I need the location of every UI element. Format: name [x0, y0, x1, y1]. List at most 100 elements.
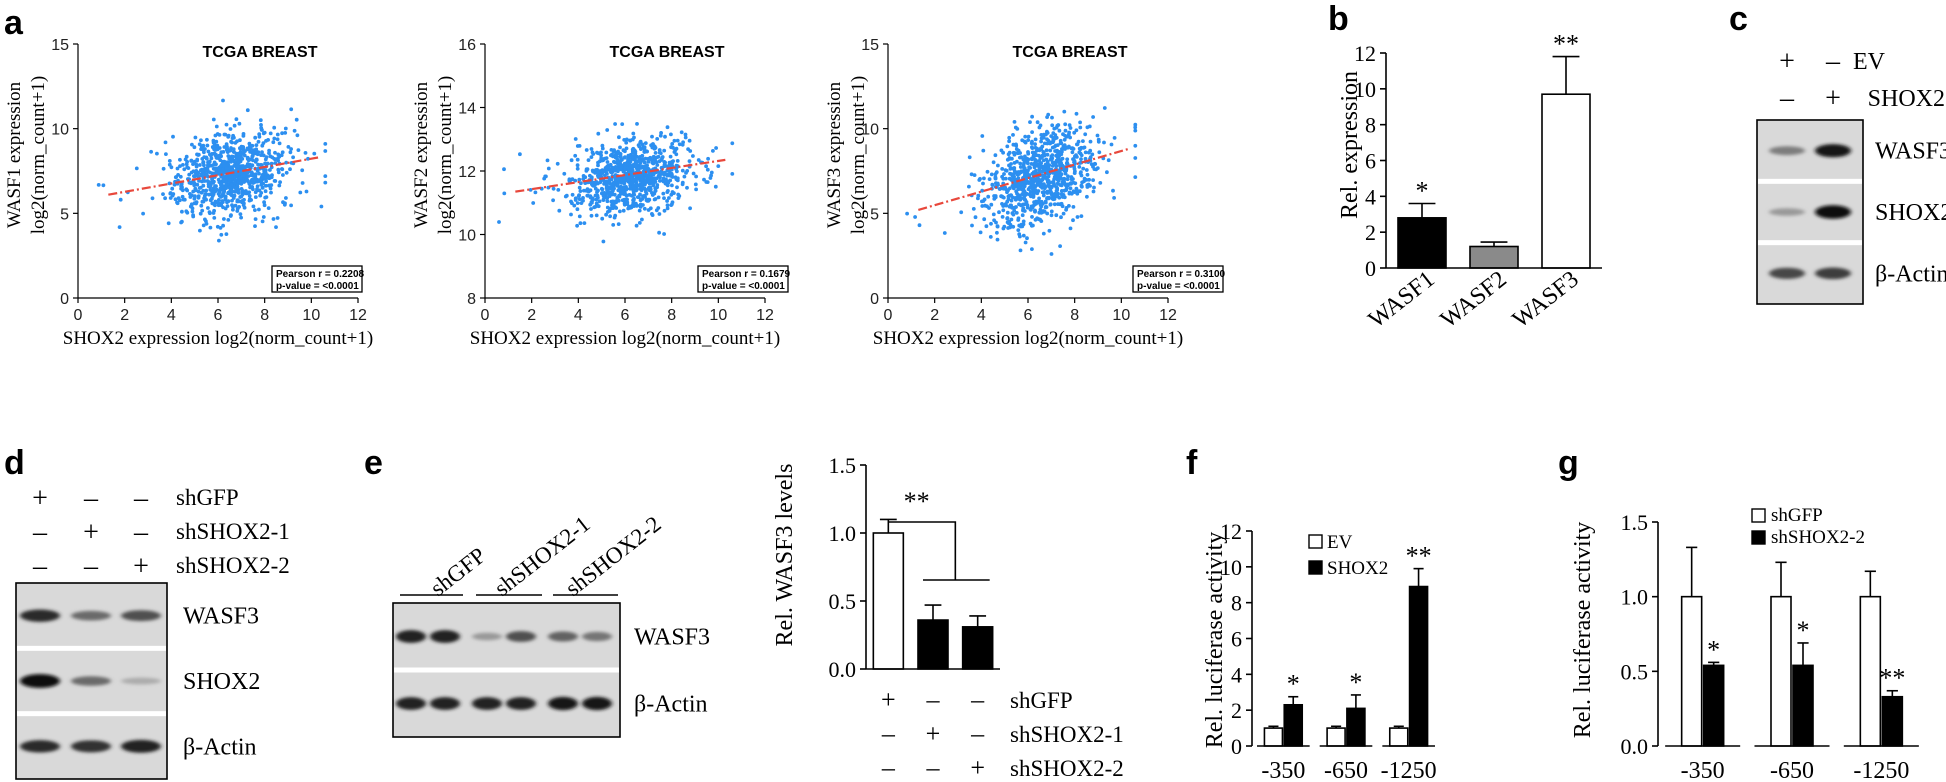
pearson-r: Pearson r = 0.3100: [1137, 269, 1226, 280]
scatter-point: [274, 225, 278, 230]
scatter-point: [1041, 158, 1046, 163]
scatter-point: [173, 197, 178, 202]
legend-swatch-shshox2-2: [1751, 530, 1766, 545]
scatter-point: [608, 207, 612, 211]
scatter-point: [312, 151, 317, 156]
scatter-point: [986, 194, 991, 199]
scatter-point: [1077, 165, 1082, 169]
scatter-point: [668, 172, 672, 177]
scatter-point: [1041, 231, 1046, 236]
scatter-point: [1112, 196, 1116, 200]
scatter-point: [644, 189, 648, 194]
scatter-point: [225, 175, 229, 180]
scatter-point: [1079, 214, 1084, 219]
scatter-point: [187, 172, 192, 177]
x-tick-label: 2: [527, 307, 536, 324]
scatter-point: [1008, 186, 1012, 191]
scatter-point: [1054, 193, 1058, 197]
scatter-point: [589, 147, 594, 151]
scatter-point: [645, 149, 649, 154]
p-value: p-value = <0.0001: [1137, 281, 1220, 292]
blot-band: [1815, 205, 1851, 219]
scatter-point: [1027, 192, 1032, 197]
scatter-point: [590, 150, 595, 155]
scatter-point: [198, 228, 202, 233]
x-tick-label: 4: [977, 307, 986, 324]
scatter-point: [184, 187, 189, 192]
scatter-point: [212, 216, 217, 220]
scatter-point: [1023, 140, 1028, 145]
scatter-point: [260, 174, 265, 178]
condition-sign: –: [881, 753, 896, 782]
scatter-point: [502, 191, 507, 196]
scatter-point: [1020, 224, 1025, 229]
scatter-point: [191, 213, 196, 218]
scatter-point: [981, 148, 986, 153]
scatter-point: [217, 188, 222, 193]
scatter-point: [268, 154, 273, 159]
scatter-point: [605, 182, 609, 187]
scatter-point: [1028, 185, 1032, 190]
scatter-point: [210, 171, 215, 176]
scatter-point: [1025, 171, 1030, 176]
condition-row-shshox2-2: shSHOX2-2: [176, 553, 290, 578]
scatter-point: [680, 168, 685, 173]
y-tick-label: 15: [51, 37, 69, 54]
scatter-point: [1105, 170, 1109, 175]
scatter-point: [1064, 161, 1069, 166]
scatter-point: [1024, 200, 1029, 204]
scatter-point: [194, 200, 199, 205]
scatter-point: [593, 183, 597, 188]
scatter-point: [1039, 161, 1043, 166]
scatter-point: [1039, 133, 1044, 137]
scatter-point: [573, 153, 578, 158]
scatter-point: [205, 137, 209, 142]
scatter-point: [641, 194, 645, 199]
condition-sign: –: [970, 685, 985, 714]
scatter-point: [1012, 208, 1017, 213]
scatter-point: [624, 137, 629, 142]
scatter-point: [1083, 150, 1088, 155]
scatter-point: [1049, 252, 1054, 256]
scatter-point: [998, 187, 1002, 191]
scatter-point: [1050, 123, 1055, 128]
scatter-point: [555, 161, 560, 166]
scatter-point: [1055, 181, 1060, 186]
scatter-point: [647, 197, 652, 202]
scatter-point: [232, 181, 237, 185]
scatter-point: [1054, 213, 1059, 218]
scatter-point: [905, 211, 909, 216]
scatter-point: [651, 178, 656, 183]
scatter-point: [233, 185, 238, 190]
scatter-point: [601, 158, 605, 163]
scatter-point: [573, 178, 578, 183]
y-tick-label: 5: [60, 206, 69, 223]
y-tick-label: 10: [1220, 555, 1242, 580]
scatter-point: [1071, 218, 1075, 223]
scatter-point: [572, 203, 577, 208]
legend-label-ev: EV: [1327, 532, 1353, 553]
scatter-point: [709, 170, 714, 175]
scatter-point: [226, 190, 231, 195]
scatter-point: [1006, 197, 1011, 202]
scatter-point: [586, 158, 591, 163]
scatter-point: [1071, 205, 1076, 209]
panel-label-c: c: [1729, 0, 1748, 38]
scatter-point: [269, 183, 274, 188]
scatter-point: [657, 230, 661, 235]
scatter-point: [681, 140, 685, 145]
scatter-point: [665, 125, 670, 130]
scatter-point: [631, 198, 635, 203]
scatter-point: [1071, 189, 1076, 194]
scatter-point: [1111, 188, 1115, 193]
scatter-point: [1112, 136, 1117, 140]
scatter-point: [281, 173, 285, 177]
scatter-point: [289, 107, 294, 112]
scatter-point: [244, 191, 248, 196]
scatter-point: [1001, 226, 1006, 231]
scatter-point: [1077, 189, 1082, 194]
scatter-point: [262, 203, 267, 208]
x-tick-label: 12: [756, 307, 774, 324]
scatter-point: [194, 171, 198, 176]
